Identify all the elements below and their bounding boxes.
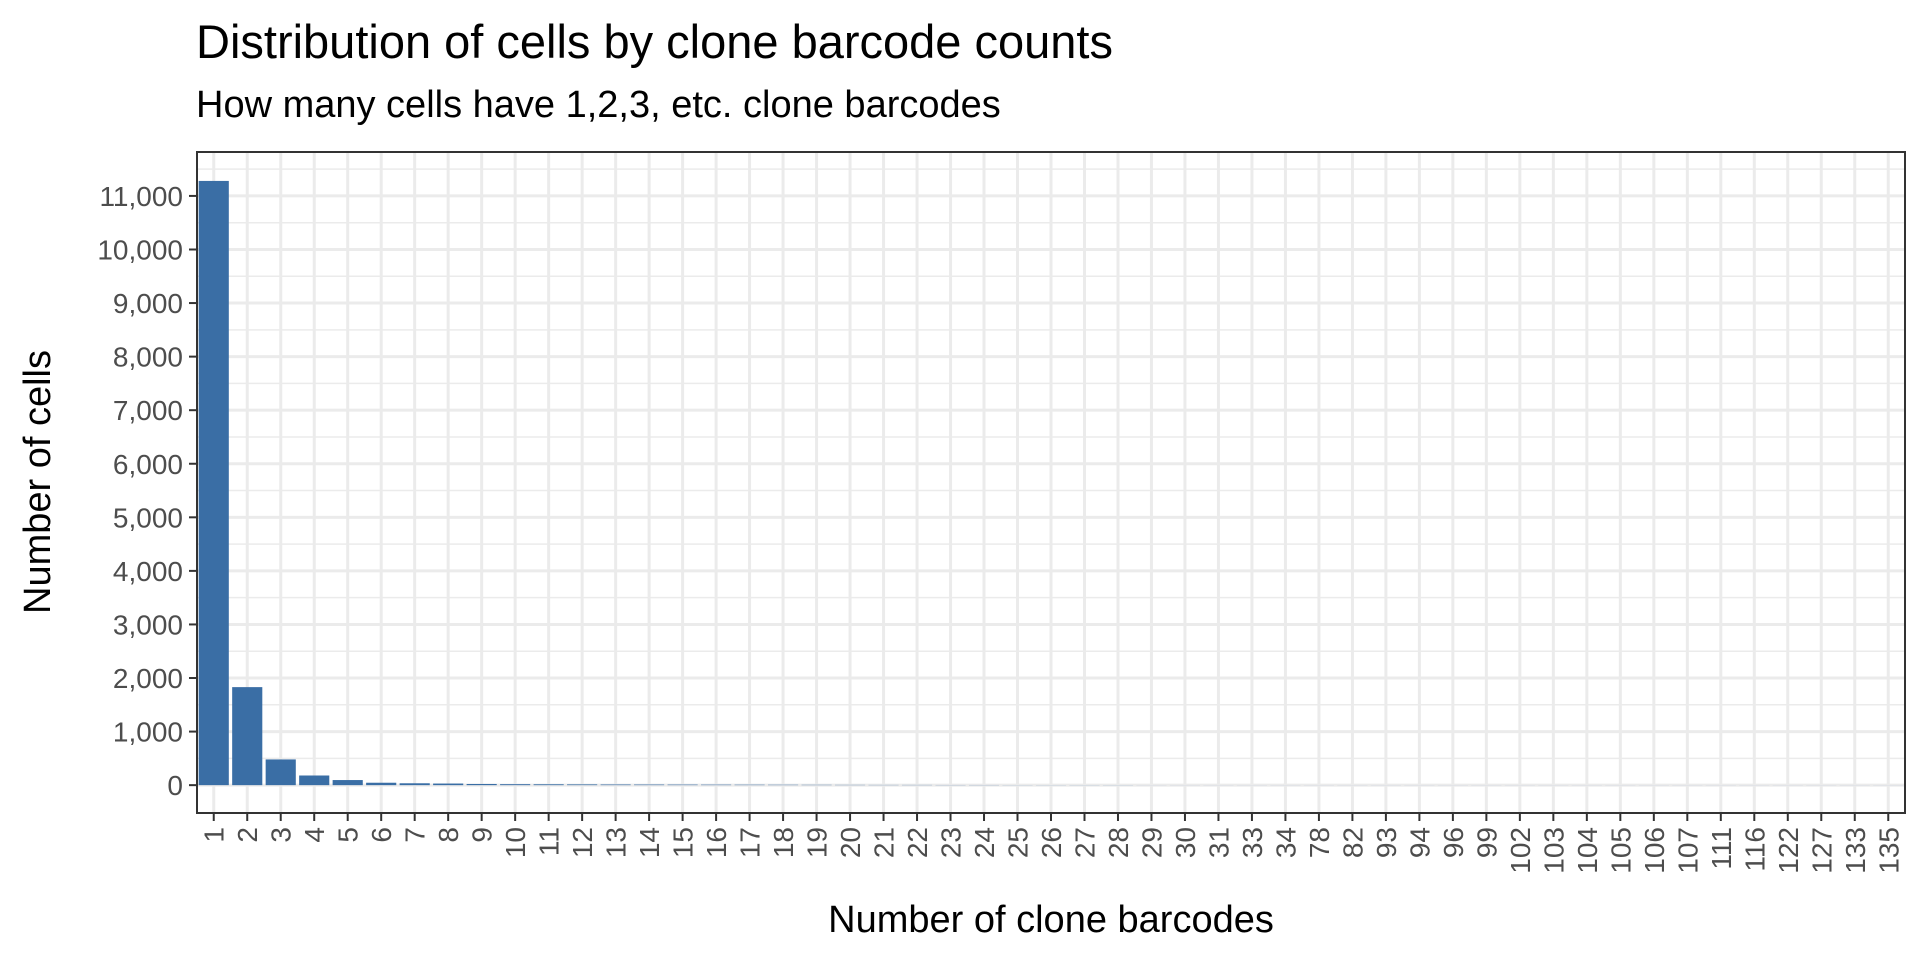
chart-title: Distribution of cells by clone barcode c… (196, 15, 1113, 68)
x-tick-label: 111 (1706, 827, 1737, 870)
x-tick-label: 20 (835, 827, 866, 858)
bars (198, 180, 1904, 786)
x-tick-label: 106 (1639, 827, 1670, 874)
bar (634, 784, 665, 786)
bar (667, 784, 698, 786)
x-tick-label: 7 (400, 827, 431, 843)
x-tick-label: 16 (701, 827, 732, 858)
bar (567, 784, 598, 786)
y-axis-title: Number of cells (17, 350, 59, 614)
x-tick-label: 2 (232, 827, 263, 843)
x-tick-label: 17 (735, 827, 766, 858)
x-tick-label: 3 (266, 827, 297, 843)
y-tick-label: 11,000 (99, 181, 183, 212)
x-tick-label: 31 (1203, 827, 1234, 858)
x-tick-label: 27 (1069, 827, 1100, 858)
x-tick-label: 34 (1270, 827, 1301, 858)
y-tick-label: 3,000 (113, 609, 183, 640)
x-tick-label: 4 (299, 827, 330, 843)
x-tick-label: 29 (1136, 827, 1167, 858)
x-axis-title: Number of clone barcodes (828, 899, 1274, 941)
x-tick-label: 116 (1739, 827, 1770, 872)
x-tick-label: 133 (1840, 827, 1871, 874)
y-tick-label: 1,000 (113, 717, 183, 748)
x-tick-label: 15 (668, 827, 699, 858)
x-tick-label: 24 (969, 827, 1000, 858)
bar (500, 784, 531, 786)
x-tick-label: 1 (199, 827, 230, 843)
bar (600, 784, 631, 786)
x-tick-label: 18 (768, 827, 799, 858)
x-tick-label: 33 (1237, 827, 1268, 858)
y-tick-label: 5,000 (113, 502, 183, 533)
y-tick-label: 8,000 (113, 342, 183, 373)
y-tick-label: 2,000 (113, 663, 183, 694)
x-tick-label: 26 (1036, 827, 1067, 858)
x-tick-label: 30 (1170, 827, 1201, 858)
x-tick-label: 12 (567, 827, 598, 858)
x-tick-label: 6 (366, 827, 397, 843)
x-tick-label: 5 (333, 827, 364, 843)
x-tick-label: 10 (500, 827, 531, 858)
bar (399, 783, 430, 786)
x-tick-label: 82 (1337, 827, 1368, 858)
bar (466, 783, 497, 786)
y-tick-label: 9,000 (113, 288, 183, 319)
x-tick-label: 8 (433, 827, 464, 843)
y-tick-label: 10,000 (97, 234, 183, 265)
bar (332, 780, 363, 786)
x-tick-label: 127 (1806, 827, 1837, 874)
x-tick-label: 28 (1103, 827, 1134, 858)
x-tick-label: 22 (902, 827, 933, 858)
chart-subtitle: How many cells have 1,2,3, etc. clone ba… (196, 84, 1001, 126)
bar (366, 782, 397, 786)
x-tick-label: 14 (634, 827, 665, 858)
x-tick-label: 13 (601, 827, 632, 858)
x-tick-label: 19 (802, 827, 833, 858)
x-tick-label: 135 (1873, 827, 1904, 874)
y-axis: 0 1,000 2,000 3,000 4,000 5,000 6,000 7,000 8,00… (97, 181, 197, 801)
bar (433, 783, 464, 786)
y-tick-label: 0 (167, 770, 183, 801)
x-tick-label: 23 (936, 827, 967, 858)
x-tick-label: 93 (1371, 827, 1402, 858)
x-tick-label: 122 (1773, 827, 1804, 874)
x-axis: 1 2 3 4 5 6 7 8 9 10 11 12 13 14 15 16 17 18 19 20 21 22 23 24 2… (199, 813, 1904, 874)
x-tick-label: 9 (467, 827, 498, 843)
y-tick-label: 4,000 (113, 556, 183, 587)
x-tick-label: 25 (1003, 827, 1034, 858)
bar (265, 759, 296, 786)
grid-lines (197, 152, 1905, 813)
y-tick-label: 6,000 (113, 449, 183, 480)
x-tick-label: 94 (1404, 827, 1435, 858)
bar (299, 775, 330, 786)
x-tick-label: 99 (1471, 827, 1502, 858)
x-tick-label: 105 (1605, 827, 1636, 874)
x-tick-label: 78 (1304, 827, 1335, 858)
x-tick-label: 21 (869, 827, 900, 858)
x-tick-label: 104 (1572, 827, 1603, 874)
x-tick-label: 107 (1672, 827, 1703, 874)
bar (232, 687, 263, 786)
x-tick-label: 11 (534, 827, 565, 856)
bar (198, 180, 229, 786)
x-tick-label: 102 (1505, 827, 1536, 874)
y-tick-label: 7,000 (113, 395, 183, 426)
x-tick-label: 103 (1538, 827, 1569, 874)
bar (533, 784, 564, 786)
x-tick-label: 96 (1438, 827, 1469, 858)
